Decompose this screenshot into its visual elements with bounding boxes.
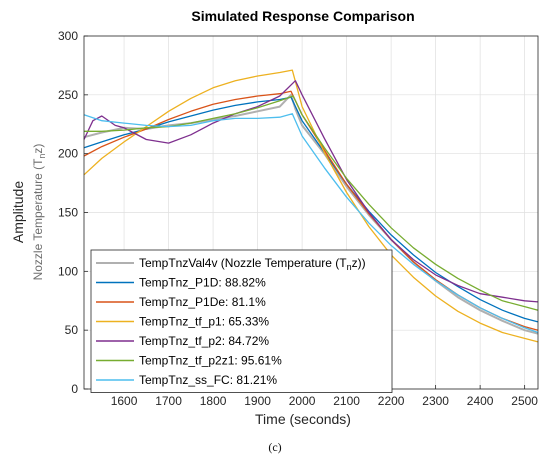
y-axis-sublabel-suffix: z): [31, 144, 45, 154]
y-tick-label: 250: [58, 88, 78, 102]
x-tick-label: 2100: [333, 394, 360, 408]
figure-caption: (c): [268, 440, 282, 454]
series-lines: [83, 69, 539, 343]
x-axis-label: Time (seconds): [255, 411, 351, 427]
legend-entry: TempTnz_P1D: 88.82%: [139, 276, 266, 290]
y-tick-label: 50: [65, 323, 79, 337]
legend-entry: TempTnz_tf_p2z1: 95.61%: [139, 354, 282, 368]
x-tick-label: 2200: [378, 394, 405, 408]
legend-box: [90, 249, 393, 393]
legend-entry: TempTnz_P1De: 81.1%: [139, 295, 266, 309]
legend-entry-suffix: z)): [352, 256, 366, 270]
series-line-7: [83, 113, 539, 334]
y-axis-sublabel-sub: n: [37, 154, 47, 159]
legend-entry-sub: n: [347, 262, 352, 272]
x-tick-label: 2300: [422, 394, 449, 408]
x-tick-label: 1900: [244, 394, 271, 408]
x-tick-label: 2000: [289, 394, 316, 408]
x-tick-label: 2500: [511, 394, 538, 408]
x-tick-label: 1700: [155, 394, 182, 408]
series-line-5: [83, 80, 539, 303]
x-tick-label: 2400: [467, 394, 494, 408]
y-axis-sublabel-prefix: Nozzle Temperature (T: [31, 158, 45, 280]
legend-entry: TempTnz_ss_FC: 81.21%: [139, 373, 277, 387]
y-axis-label: Amplitude: [10, 181, 26, 243]
series-line-2: [83, 96, 539, 323]
legend-entry-prefix: TempTnzVal4v (Nozzle Temperature (T: [139, 256, 347, 270]
y-tick-label: 100: [58, 264, 78, 278]
series-line-4: [83, 69, 539, 343]
x-tick-label: 1600: [111, 394, 138, 408]
y-tick-label: 0: [71, 382, 78, 396]
line-chart: 1600 1700 1800 1900 2000 2100 2200 2300 2400 2500…: [10, 8, 539, 427]
legend-entry: TempTnz_tf_p2: 84.72%: [139, 334, 269, 348]
legend-entry: TempTnzVal4v (Nozzle Temperature (Tnz)): [139, 256, 366, 272]
y-tick-label: 300: [58, 29, 78, 43]
series-line-6: [84, 95, 539, 311]
y-tick-label: 150: [58, 206, 78, 220]
x-tick-label: 1800: [200, 394, 227, 408]
chart-title: Simulated Response Comparison: [191, 8, 414, 24]
y-tick-label: 200: [58, 147, 78, 161]
legend: TempTnzVal4v (Nozzle Temperature (Tnz))T…: [90, 249, 393, 393]
legend-entry: TempTnz_tf_p1: 65.33%: [139, 315, 269, 329]
axis-ticks: 1600 1700 1800 1900 2000 2100 2200 2300 2400 2500…: [58, 29, 538, 408]
y-axis-sublabel: Nozzle Temperature (Tnz): [31, 144, 47, 281]
